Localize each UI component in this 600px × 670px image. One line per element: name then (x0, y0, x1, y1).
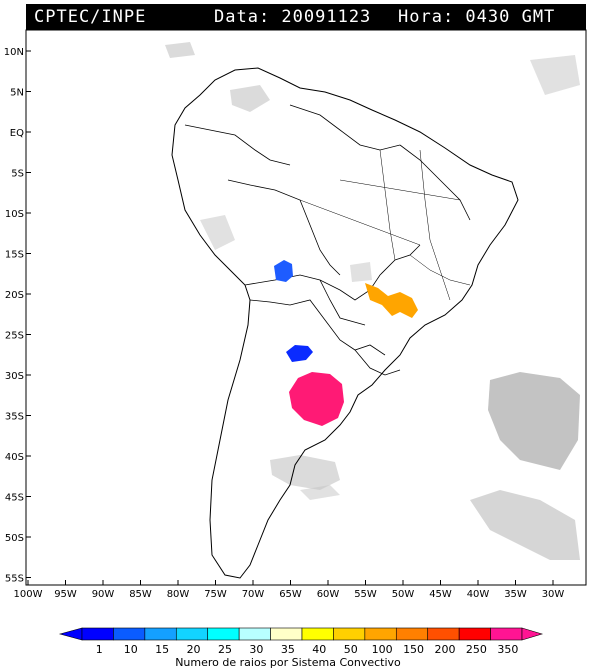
lat-tick-label: 10S (5, 209, 24, 220)
legend-value-label: 200 (435, 643, 456, 656)
lat-tick-label: 35S (5, 412, 24, 423)
legend-value-label: 40 (312, 643, 326, 656)
legend-value-label: 100 (372, 643, 393, 656)
legend-arrow-left (58, 627, 83, 641)
date-label: Data: 20091123 (214, 7, 372, 27)
lat-tick-label: 10N (4, 47, 24, 58)
lon-tick-label: 40W (467, 589, 490, 600)
time-label: Hora: 0430 GMT (398, 7, 556, 27)
lat-tick-label: 5N (10, 88, 24, 99)
legend-value-label: 150 (403, 643, 424, 656)
legend-value-label: 250 (466, 643, 487, 656)
lon-tick-label: 55W (354, 589, 377, 600)
cell-paraguay-south (286, 345, 313, 362)
legend-values: 1 10 15 20 25 30 35 40 50 100 150 200 250 350 (96, 643, 519, 656)
legend-value-label: 350 (497, 643, 518, 656)
legend-swatch (270, 627, 303, 641)
latitude-ticks: 10N 5N EQ 5S 10S 15S 20S 25S 30S 35S 40S 45S 50S 55S (4, 47, 31, 585)
legend-swatch (427, 627, 460, 641)
state-borders (299, 149, 471, 301)
legend-value-label: 30 (249, 643, 263, 656)
legend-swatch (207, 627, 240, 641)
lon-tick-label: 70W (242, 589, 265, 600)
longitude-ticks: 100W 95W 90W 85W 80W 75W 70W 65W 60W 55W 50W 45W 40W… (14, 580, 565, 600)
header-bar: CPTEC/INPE Data: 20091123 Hora: 0430 GMT (26, 4, 586, 30)
lon-tick-label: 90W (92, 589, 115, 600)
lat-tick-label: 15S (5, 250, 24, 261)
legend-value-label: 15 (155, 643, 169, 656)
legend-value-label: 25 (218, 643, 232, 656)
cell-argentina (289, 372, 344, 426)
legend-swatch (144, 627, 177, 641)
lon-tick-label: 85W (129, 589, 152, 600)
lon-tick-label: 65W (279, 589, 302, 600)
lat-tick-label: 5S (11, 169, 24, 180)
lon-tick-label: 100W (14, 589, 43, 600)
legend-swatch (81, 627, 114, 641)
legend-value-label: 20 (187, 643, 201, 656)
legend-swatch (238, 627, 271, 641)
lon-tick-label: 80W (167, 589, 190, 600)
legend-swatch (333, 627, 366, 641)
legend-swatch (364, 627, 397, 641)
lon-tick-label: 35W (504, 589, 527, 600)
lat-tick-label: 30S (5, 371, 24, 382)
country-borders (184, 104, 471, 376)
source-label: CPTEC/INPE (34, 7, 147, 27)
lat-tick-label: 40S (5, 452, 24, 463)
legend-value-label: 50 (344, 643, 358, 656)
legend-value-label: 35 (281, 643, 295, 656)
legend-value-label: 10 (124, 643, 138, 656)
lat-tick-label: 45S (5, 493, 24, 504)
legend-swatch (395, 627, 429, 641)
lon-tick-label: 60W (317, 589, 340, 600)
legend-swatch (301, 627, 334, 641)
legend-colorbar (58, 627, 544, 641)
lon-tick-label: 75W (204, 589, 227, 600)
legend-arrow-right (521, 627, 544, 641)
lat-tick-label: 50S (5, 533, 24, 544)
lat-tick-label: EQ (10, 128, 24, 139)
lat-tick-label: 20S (5, 290, 24, 301)
cell-brazil-southeast (365, 283, 418, 318)
legend-title: Numero de raios por Sistema Convectivo (175, 656, 401, 669)
lon-tick-label: 95W (54, 589, 77, 600)
lat-tick-label: 25S (5, 331, 24, 342)
map-panel: 10N5NEQ5S10S15S20S25S30S35S40S45S50S55S … (4, 29, 587, 600)
legend: 1 10 15 20 25 30 35 40 50 100 150 200 250 350 Numero … (58, 627, 544, 669)
legend-swatch (175, 627, 209, 641)
legend-value-label: 1 (96, 643, 103, 656)
lon-tick-label: 30W (542, 589, 565, 600)
lon-tick-label: 50W (392, 589, 415, 600)
legend-swatch (458, 627, 491, 641)
legend-swatch (113, 627, 146, 641)
cloud-cover (165, 42, 580, 560)
continent-outline (171, 67, 519, 579)
legend-swatch (490, 627, 523, 641)
lon-tick-label: 45W (429, 589, 452, 600)
cell-bolivia (274, 260, 293, 282)
lat-tick-label: 55S (5, 574, 24, 585)
